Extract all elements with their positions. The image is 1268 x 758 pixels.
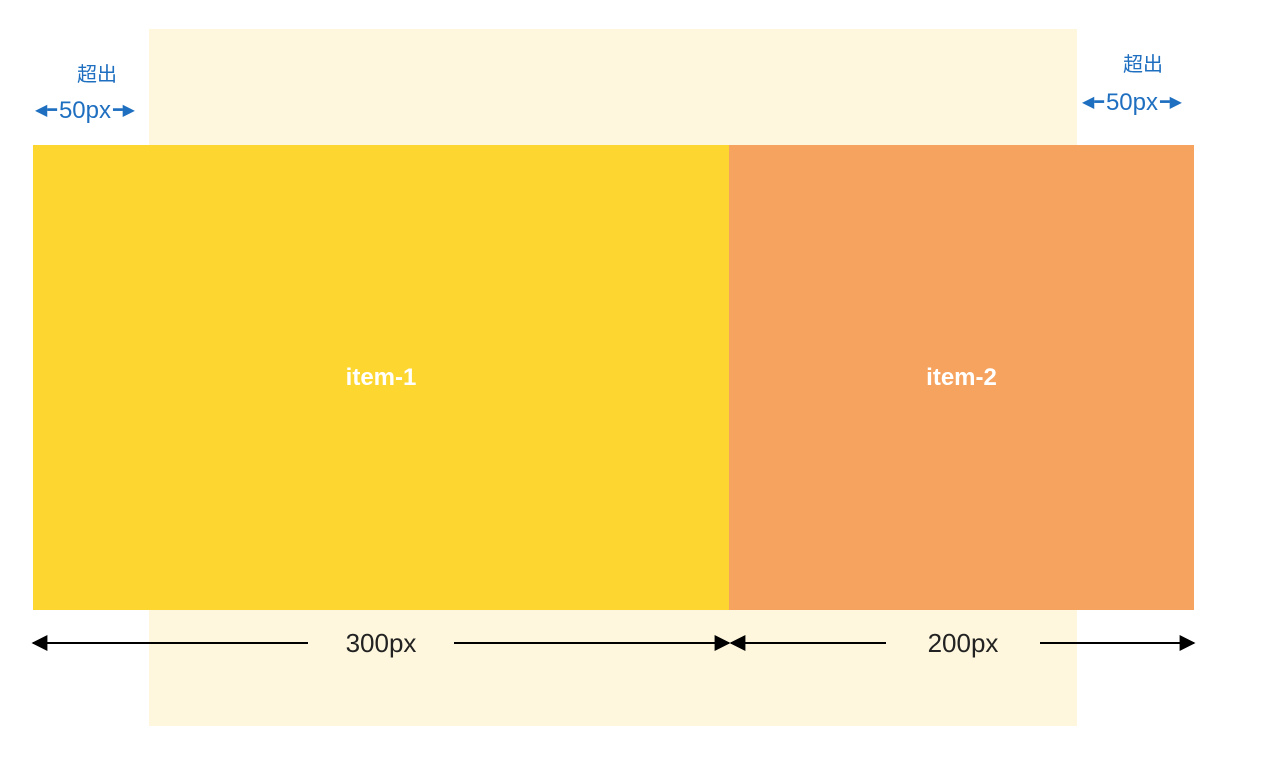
flex-item-2-label: item-2 [926, 363, 997, 391]
overflow-right-caption: 超出 [1123, 52, 1163, 76]
arrow-left-icon: ◀━ [35, 102, 57, 119]
flex-item-2: item-2 [729, 145, 1194, 610]
overflow-right-measure: ◀━ 50px ━▶ [1082, 88, 1182, 118]
overflow-left-value: 50px [58, 97, 111, 124]
overflow-left-measure: ◀━ 50px ━▶ [35, 96, 135, 126]
flex-item-1-label: item-1 [345, 363, 417, 391]
overflow-right-value: 50px [1105, 89, 1158, 116]
dimension-300-label: 300px [345, 627, 417, 658]
arrow-right-icon: ━▶ [1159, 94, 1182, 111]
flex-item-1: item-1 [33, 145, 729, 610]
dimension-200-label: 200px [927, 627, 999, 658]
arrow-right-icon: ━▶ [112, 102, 135, 119]
overflow-left-caption: 超出 [77, 62, 117, 86]
arrow-left-icon: ◀━ [1082, 94, 1104, 111]
